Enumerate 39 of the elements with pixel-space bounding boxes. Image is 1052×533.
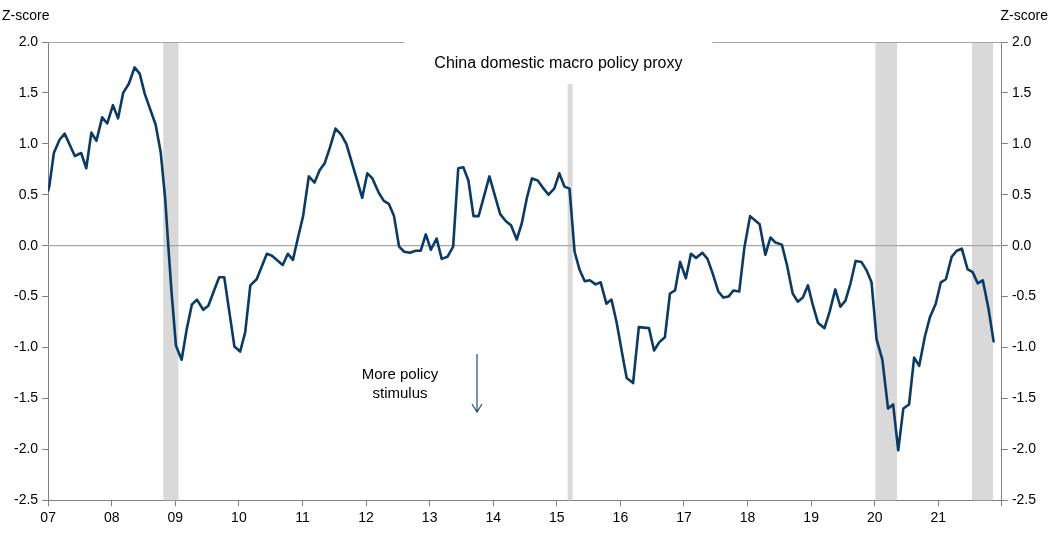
x-tick-label: 07 (40, 509, 57, 526)
y2-axis-title: Z-score (1000, 7, 1049, 23)
annotation: More policy stimulus (360, 364, 440, 402)
x-tick-label: 13 (421, 509, 438, 526)
x-tick-label: 15 (549, 509, 565, 526)
text: China domestic macro policy proxy (434, 54, 683, 72)
y2-tick-label: -0.5 (1011, 287, 1037, 304)
x-tick-label: 08 (103, 509, 120, 526)
y2-tick-label: 1.0 (1011, 134, 1032, 151)
y-axis-title: Z-score (2, 7, 50, 23)
y2-tick-label: -1.0 (1011, 338, 1037, 355)
x-tick-label: 12 (358, 509, 375, 526)
x-tick-label: 10 (231, 509, 247, 526)
y-tick-label: 1.5 (18, 83, 39, 100)
y2-tick-label: 0.5 (1011, 185, 1032, 202)
y2-tick-label: -2.5 (1011, 491, 1037, 508)
y-tick-label: 1.0 (18, 134, 39, 151)
y-tick-label: -1.0 (14, 338, 39, 355)
x-tick-label: 21 (930, 509, 947, 526)
y-tick-label: -2.5 (14, 491, 39, 508)
y2-tick-label: 0.0 (1011, 236, 1032, 253)
y-tick-label: -2.0 (14, 440, 39, 457)
y2-tick-label: -1.5 (1011, 389, 1037, 406)
x-tick-label: 20 (866, 509, 883, 526)
x-tick-label: 17 (676, 509, 692, 526)
x-tick-label: 14 (485, 509, 502, 526)
x-tick-label: 18 (739, 509, 756, 526)
y-tick-label: -1.5 (14, 389, 39, 406)
y-tick-label: 0.5 (18, 185, 39, 202)
y-tick-label: 2.0 (18, 32, 39, 49)
y2-tick-label: 2.0 (1011, 32, 1032, 49)
y-tick-label: -0.5 (14, 287, 39, 304)
y2-tick-label: -2.0 (1011, 440, 1037, 457)
x-tick-label: 16 (612, 509, 629, 526)
y-tick-label: 0.0 (18, 236, 39, 253)
x-tick-label: 19 (803, 509, 820, 526)
x-tick-label: 11 (295, 509, 310, 526)
x-tick-label: 09 (167, 509, 184, 526)
y2-tick-label: 1.5 (1011, 83, 1032, 100)
